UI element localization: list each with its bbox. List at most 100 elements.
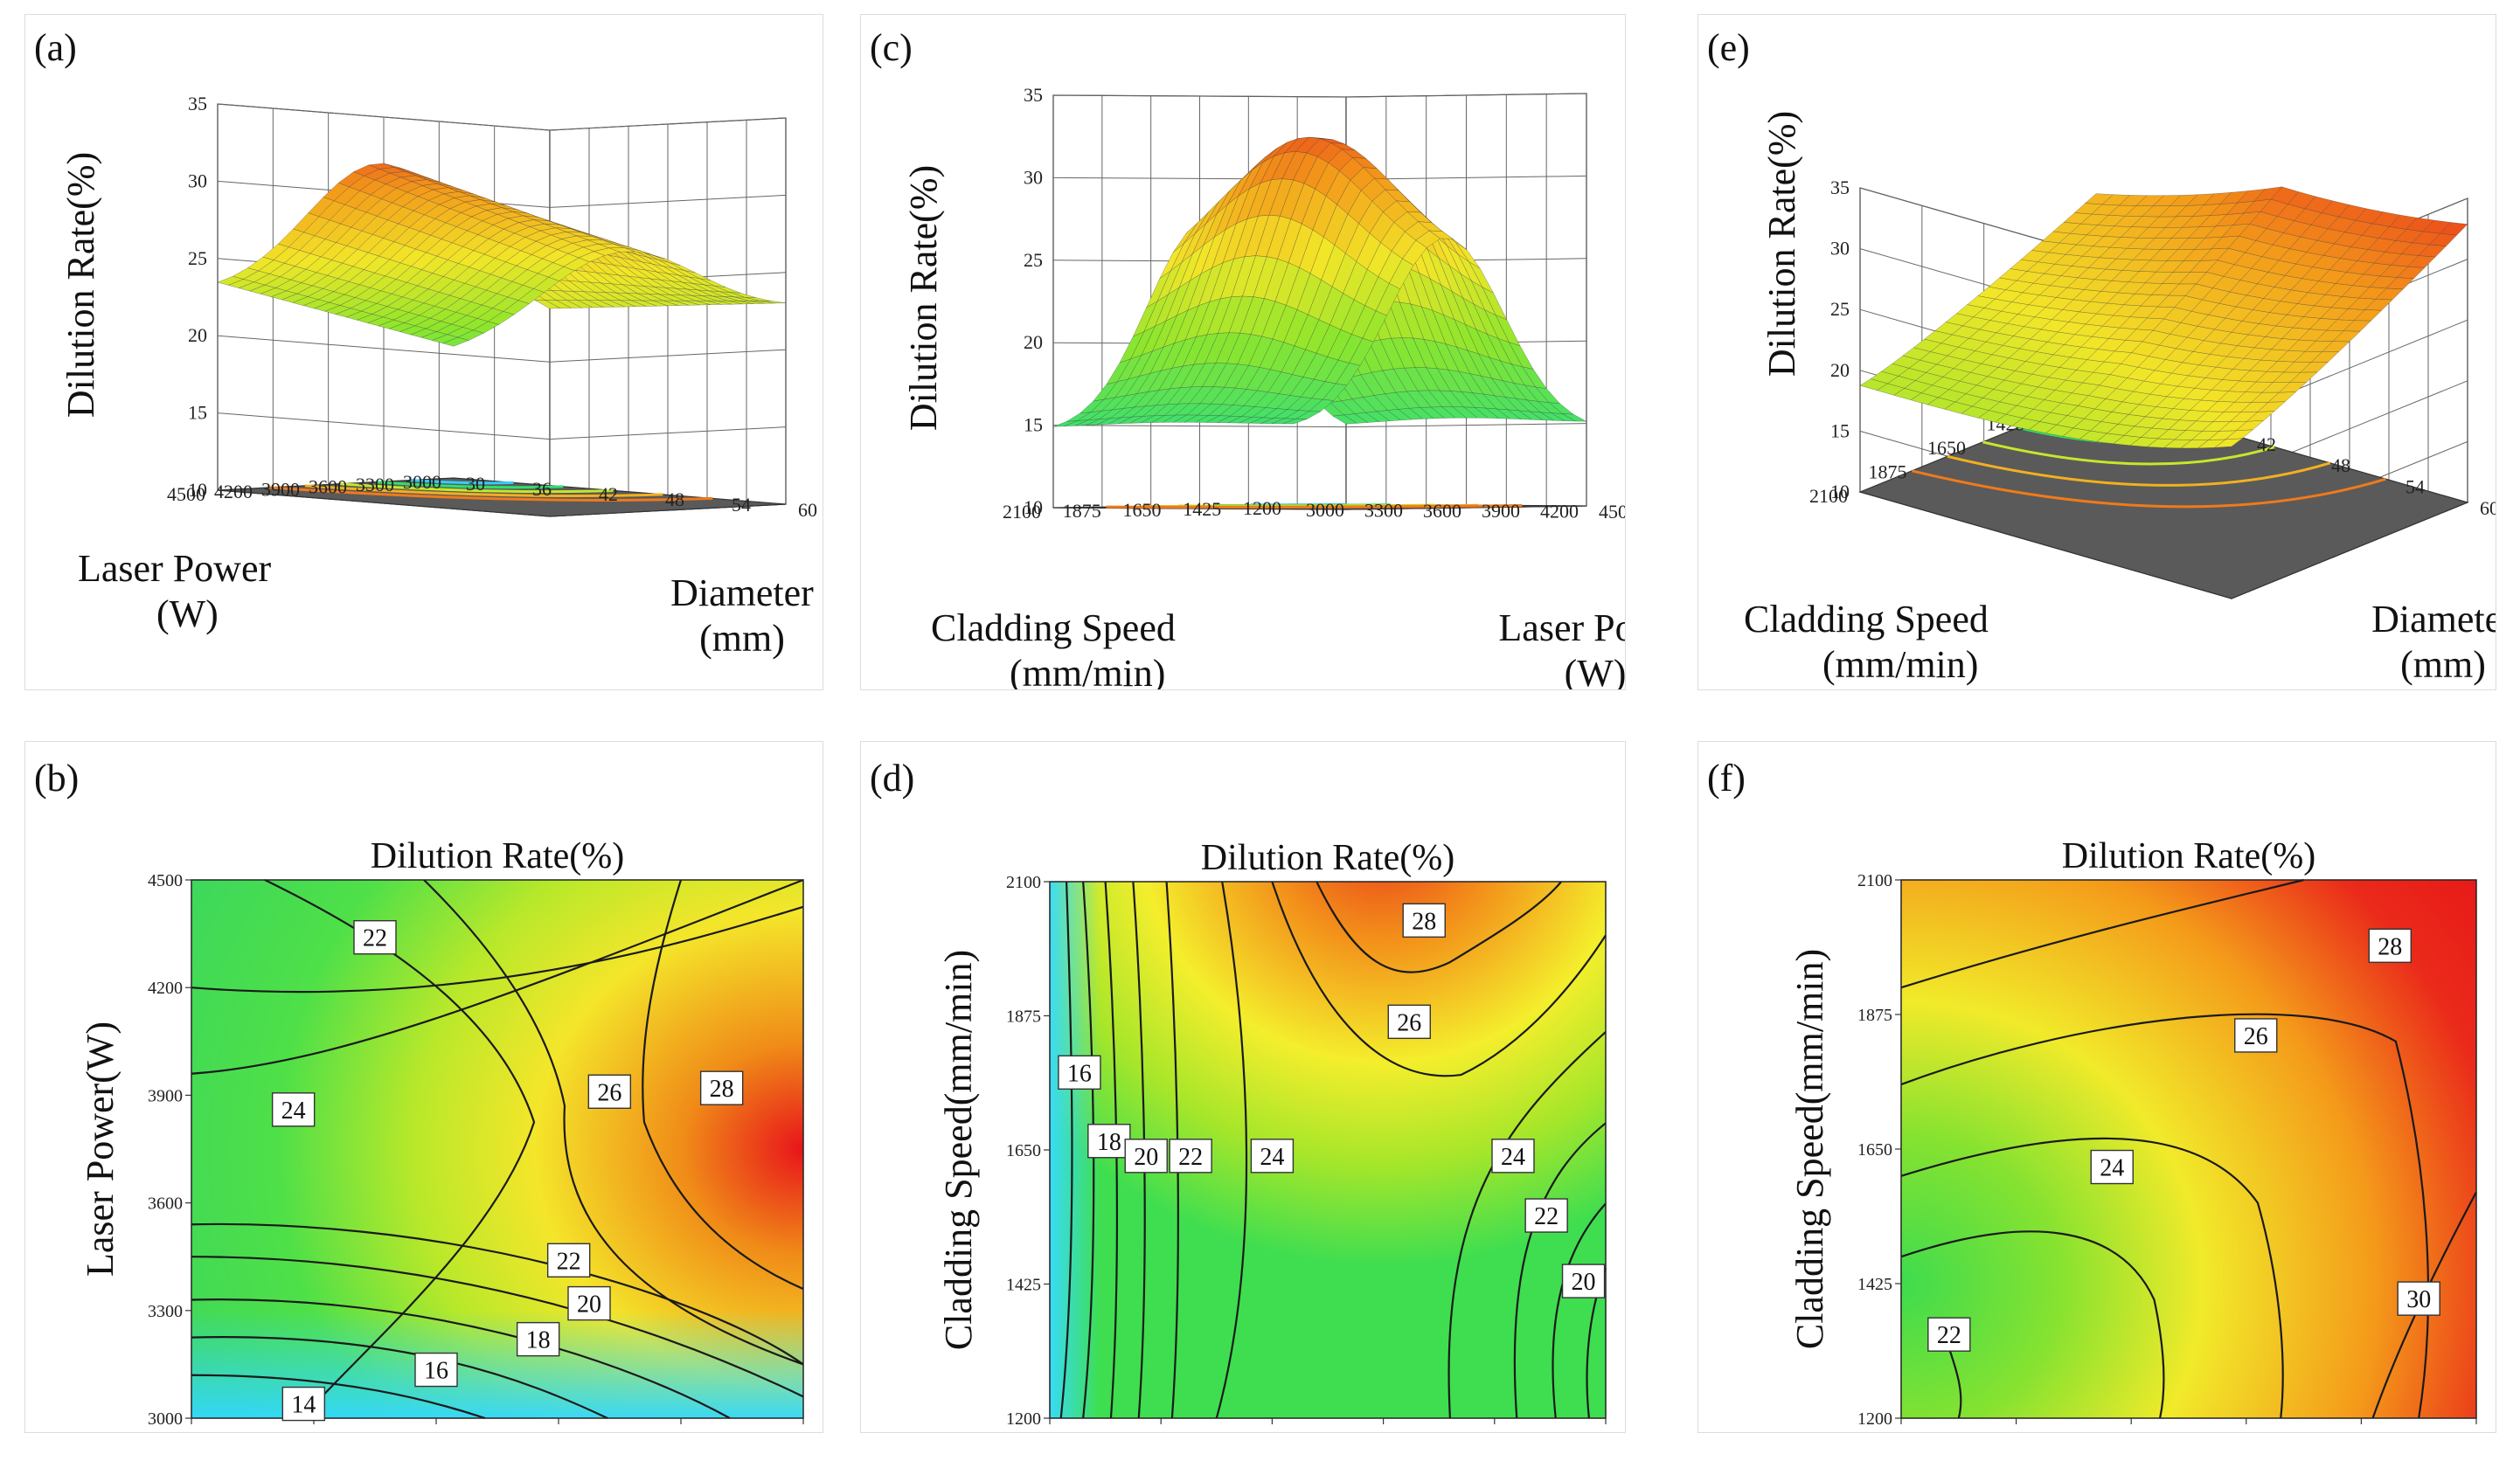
y-axis-title: Cladding Speed(mm/min) <box>1788 949 1831 1349</box>
z-tick-label: 20 <box>1024 331 1043 353</box>
panel-label: (a) <box>34 26 77 69</box>
left-tick-label: 3600 <box>309 476 347 498</box>
y-axis-title: Cladding Speed(mm/min) <box>937 950 980 1350</box>
z-tick-label: 25 <box>1830 298 1850 320</box>
contour-line <box>1217 882 1246 1418</box>
y-tick-label: 1200 <box>1857 1409 1892 1429</box>
contour-label-16: 16 <box>414 1352 458 1388</box>
left-tick-label: 1650 <box>1927 437 1966 459</box>
svg-text:24: 24 <box>2100 1155 2124 1182</box>
z-tick-label: 15 <box>1830 419 1850 441</box>
right-axis-title: (mm) <box>699 617 785 660</box>
contour-label-20: 20 <box>1124 1139 1168 1174</box>
y-tick-label: 1425 <box>1857 1275 1892 1294</box>
contour-plot-b: 303642485460300033003600390042004500Dilu… <box>25 742 823 1432</box>
contour-line <box>424 880 803 1364</box>
z-tick-label: 35 <box>1830 177 1850 198</box>
y-tick-label: 3300 <box>148 1302 183 1321</box>
plot-frame-b <box>191 879 804 1419</box>
z-tick-label: 15 <box>188 402 207 424</box>
z-tick-label: 25 <box>188 247 207 269</box>
svg-text:28: 28 <box>710 1076 734 1103</box>
svg-text:20: 20 <box>577 1291 601 1319</box>
y-tick-label: 1200 <box>1006 1409 1041 1429</box>
contour-label-24: 24 <box>1491 1139 1535 1174</box>
contour-line <box>1901 1139 2283 1418</box>
surface-plot-a: 10 15 20 25 30 35 4500 4200 3900 3600 3300 3000 30 36… <box>34 26 817 660</box>
left-tick-label: 2100 <box>1003 501 1041 523</box>
left-tick-label: 4200 <box>214 481 253 502</box>
right-axis-title: (mm) <box>2400 643 2486 686</box>
right-tick-label: 4200 <box>1540 501 1579 523</box>
right-tick-label: 60 <box>798 499 817 521</box>
left-tick-label: 1650 <box>1123 499 1162 521</box>
svg-text:22: 22 <box>1178 1144 1203 1171</box>
right-tick-label: 48 <box>2331 454 2350 476</box>
z-tick-label: 10 <box>1830 481 1850 502</box>
left-tick-label: 1200 <box>1243 497 1281 519</box>
left-tick-label: 3900 <box>261 478 300 500</box>
left-tick-label: 3000 <box>403 471 441 493</box>
left-tick-label: 1425 <box>1183 498 1221 520</box>
contour-line <box>191 907 803 992</box>
panel-label: (e) <box>1707 26 1750 69</box>
right-tick-label: 4500 <box>1599 501 1625 523</box>
svg-text:16: 16 <box>424 1358 448 1385</box>
contour-line <box>191 1375 485 1418</box>
panel-f: 30364248546012001425165018752100Dilution… <box>1697 741 2496 1433</box>
svg-text:22: 22 <box>1937 1322 1961 1349</box>
contour-line <box>1272 882 1606 1076</box>
contour-line <box>1316 882 1561 973</box>
contour-label-26: 26 <box>1387 1004 1431 1040</box>
right-tick-label: 48 <box>665 488 684 510</box>
y-tick-label: 4200 <box>148 979 183 998</box>
y-tick-label: 3000 <box>148 1409 183 1429</box>
y-tick-label: 2100 <box>1857 871 1892 890</box>
right-tick-label: 3300 <box>1364 499 1403 521</box>
svg-text:22: 22 <box>1534 1203 1559 1230</box>
contour-line <box>1901 1231 2163 1418</box>
svg-text:20: 20 <box>1572 1269 1596 1296</box>
contour-label-24: 24 <box>271 1092 316 1127</box>
left-tick-label: 1875 <box>1063 500 1101 522</box>
z-tick-label: 10 <box>188 479 207 501</box>
panel-e: 1015202530352100187516501425120030364248… <box>1697 14 2496 690</box>
left-tick-label: 1875 <box>1869 461 1907 483</box>
right-axis-title: Laser Power <box>1498 606 1625 649</box>
panel-c: 10 15 20 25 30 35 2100 1875 1650 1425 1200 3000 3300… <box>860 14 1626 690</box>
left-axis-title: (mm/min) <box>1822 643 1978 686</box>
contour-plot-d: 3000330036003900420045001200142516501875… <box>861 742 1625 1432</box>
contour-label-18: 18 <box>516 1321 560 1357</box>
contour-line <box>191 1257 803 1396</box>
y-tick-label: 3600 <box>148 1194 183 1214</box>
svg-text:26: 26 <box>2244 1023 2268 1050</box>
left-axis-title: (mm/min) <box>1010 652 1165 689</box>
left-axis-title: Laser Power <box>78 547 271 590</box>
contour-label-24: 24 <box>2090 1149 2134 1185</box>
contour-label-26: 26 <box>587 1074 632 1109</box>
contour-plot-f: 30364248546012001425165018752100Dilution… <box>1698 742 2496 1432</box>
y-tick-label: 1650 <box>1857 1140 1892 1160</box>
chart-title: Dilution Rate(%) <box>371 836 624 876</box>
response-surface-a <box>217 163 787 347</box>
contour-label-20: 20 <box>567 1285 611 1321</box>
svg-text:26: 26 <box>597 1079 621 1106</box>
svg-text:22: 22 <box>557 1248 581 1275</box>
svg-text:20: 20 <box>1134 1144 1158 1171</box>
z-tick-label: 20 <box>1830 359 1850 381</box>
right-tick-label: 54 <box>732 494 751 516</box>
svg-text:14: 14 <box>291 1392 316 1419</box>
panel-a: 10 15 20 25 30 35 4500 4200 3900 3600 3300 3000 30 36… <box>24 14 823 690</box>
contour-line <box>1449 1032 1606 1418</box>
response-surface-c <box>1052 136 1587 427</box>
contour-label-14: 14 <box>281 1386 326 1422</box>
contour-line <box>642 880 803 1289</box>
contour-line <box>191 880 803 1074</box>
left-axis-title: Cladding Speed <box>931 606 1176 649</box>
floor-contour-e <box>1858 395 2469 599</box>
z-tick-label: 25 <box>1024 249 1043 271</box>
contour-label-22: 22 <box>1169 1139 1212 1174</box>
y-tick-label: 1875 <box>1857 1006 1892 1025</box>
chart-title: Dilution Rate(%) <box>1201 838 1454 878</box>
right-tick-label: 54 <box>2405 476 2425 498</box>
